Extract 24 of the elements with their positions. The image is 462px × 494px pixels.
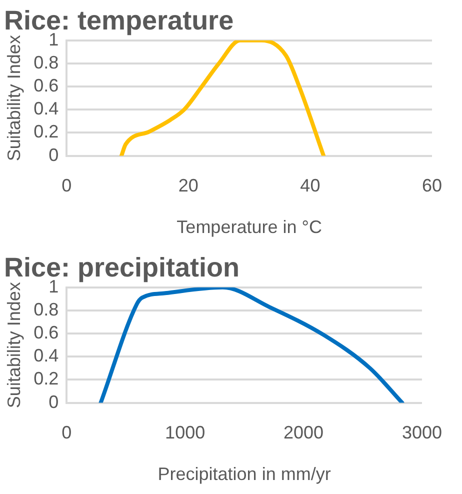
y-tick-label: 0.6 (34, 322, 59, 343)
line-series (98, 287, 404, 403)
y-tick-label: 0.2 (34, 368, 59, 389)
y-tick-label: 0.4 (34, 98, 59, 119)
y-tick-label: 0.2 (34, 122, 59, 142)
x-axis-title: Temperature in °C (176, 217, 322, 238)
y-axis-title: Suitability Index (4, 35, 24, 162)
x-tick-label: 0 (62, 422, 72, 443)
x-tick-label: 1000 (165, 422, 206, 443)
x-tick-label: 3000 (402, 422, 442, 443)
x-axis-title: Precipitation in mm/yr (158, 464, 331, 484)
y-tick-label: 0 (48, 144, 59, 165)
x-tick-label: 40 (300, 176, 320, 196)
y-tick-label: 0.8 (34, 52, 59, 72)
y-axis-title: Suitability Index (4, 282, 24, 408)
y-tick-label: 0.6 (34, 76, 59, 96)
y-tick-label: 0 (48, 392, 59, 412)
y-tick-label: 0.4 (34, 346, 59, 366)
x-tick-label: 20 (178, 176, 198, 196)
y-tick-label: 0.8 (34, 299, 59, 320)
x-tick-label: 0 (62, 176, 72, 196)
x-tick-label: 60 (422, 176, 442, 196)
x-tick-label: 2000 (284, 422, 324, 443)
line-series (119, 40, 326, 156)
